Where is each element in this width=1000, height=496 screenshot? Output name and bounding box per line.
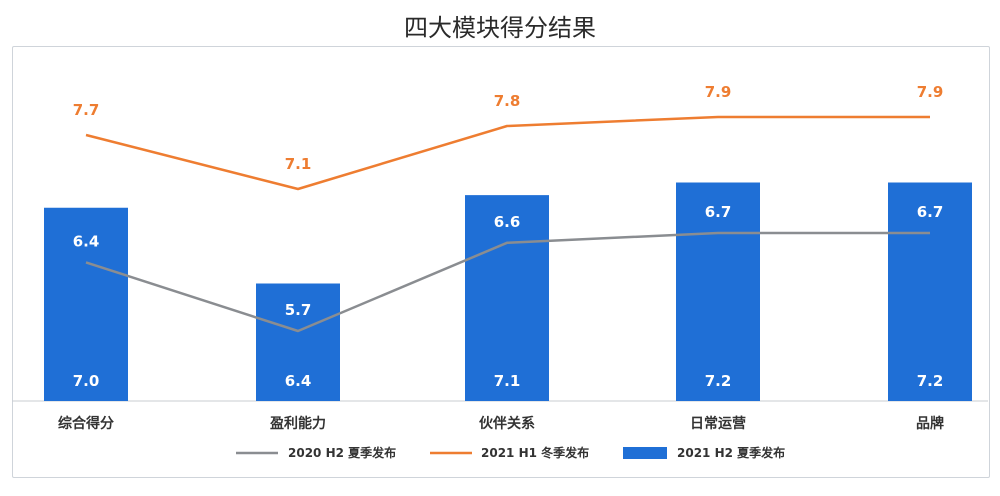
bar-3 xyxy=(676,182,760,401)
data-label-2020h2-2: 6.6 xyxy=(494,213,521,231)
bar-0 xyxy=(44,207,128,401)
data-label-2020h2-3: 6.7 xyxy=(705,203,732,221)
data-label-2021h1-2: 7.8 xyxy=(494,92,521,110)
data-label-2021h1-4: 7.9 xyxy=(917,83,944,101)
data-label-2021h1-3: 7.9 xyxy=(705,83,732,101)
data-label-2021h1-1: 7.1 xyxy=(285,155,312,173)
series-line-2021h1 xyxy=(85,115,930,191)
x-tick-label-0: 综合得分 xyxy=(58,415,114,432)
data-label-2020h2-4: 6.7 xyxy=(917,203,944,221)
data-label-2021h2-2: 7.1 xyxy=(494,372,521,390)
bar-4 xyxy=(888,182,972,401)
x-tick-label-4: 品牌 xyxy=(916,415,944,432)
chart-title: 四大模块得分结果 xyxy=(404,14,596,42)
x-tick-label-1: 盈利能力 xyxy=(269,415,326,432)
bar-2 xyxy=(465,195,549,401)
data-label-2021h2-4: 7.2 xyxy=(917,372,944,390)
legend-label-2021h2: 2021 H2 夏季发布 xyxy=(677,445,785,460)
data-label-2021h1-0: 7.7 xyxy=(73,101,100,119)
data-label-2021h2-0: 7.0 xyxy=(73,372,100,390)
data-label-2021h2-3: 7.2 xyxy=(705,372,732,390)
data-label-2020h2-1: 5.7 xyxy=(285,301,312,319)
data-label-2020h2-0: 6.4 xyxy=(73,232,100,250)
legend-label-2020h2: 2020 H2 夏季发布 xyxy=(288,445,396,460)
bar-1 xyxy=(256,283,340,401)
series-line-2020h2 xyxy=(85,231,930,333)
x-tick-label-3: 日常运营 xyxy=(690,415,746,432)
x-tick-label-2: 伙伴关系 xyxy=(479,415,535,432)
legend-label-2021h1: 2021 H1 冬季发布 xyxy=(481,445,589,460)
legend-swatch-2021h2 xyxy=(623,447,667,459)
data-label-2021h2-1: 6.4 xyxy=(285,372,312,390)
